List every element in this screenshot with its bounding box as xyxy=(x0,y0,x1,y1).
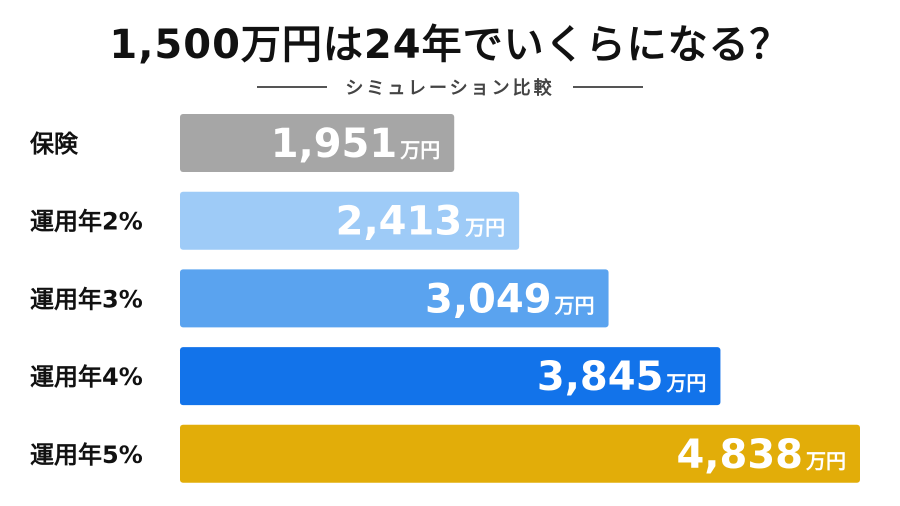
value-unit: 万円 xyxy=(805,449,846,473)
bar xyxy=(180,424,860,483)
value-label: 1,951 万円 xyxy=(271,121,441,167)
bar xyxy=(180,191,520,250)
bar xyxy=(180,114,455,172)
value-unit: 万円 xyxy=(665,371,706,395)
bar xyxy=(180,269,609,328)
value-unit: 万円 xyxy=(464,216,505,240)
subtitle-row: シミュレーション比較 xyxy=(0,74,900,100)
subtitle-line-right xyxy=(572,86,643,88)
value-label: 2,413 万円 xyxy=(336,199,506,245)
category-label: 運用年3% xyxy=(30,285,143,313)
category-label: 運用年5% xyxy=(30,441,143,469)
value-unit: 万円 xyxy=(399,138,440,162)
bar xyxy=(180,347,721,406)
category-label: 運用年2% xyxy=(30,208,143,236)
value-label: 3,845 万円 xyxy=(537,354,707,400)
value-number: 1,951 xyxy=(271,121,398,167)
value-number: 3,049 xyxy=(425,276,552,322)
chart-title: 1,500万円は24年でいくらになる？ xyxy=(109,22,791,68)
value-label: 3,049 万円 xyxy=(425,276,595,322)
category-label: 運用年4% xyxy=(30,363,143,391)
value-number: 3,845 xyxy=(537,354,664,400)
subtitle-line-left xyxy=(257,86,328,88)
value-label: 4,838 万円 xyxy=(676,432,846,478)
chart-subtitle: シミュレーション比較 xyxy=(345,78,555,99)
category-label: 保険 xyxy=(29,130,79,158)
value-number: 2,413 xyxy=(336,199,463,245)
value-number: 4,838 xyxy=(676,432,803,478)
value-unit: 万円 xyxy=(554,293,595,317)
